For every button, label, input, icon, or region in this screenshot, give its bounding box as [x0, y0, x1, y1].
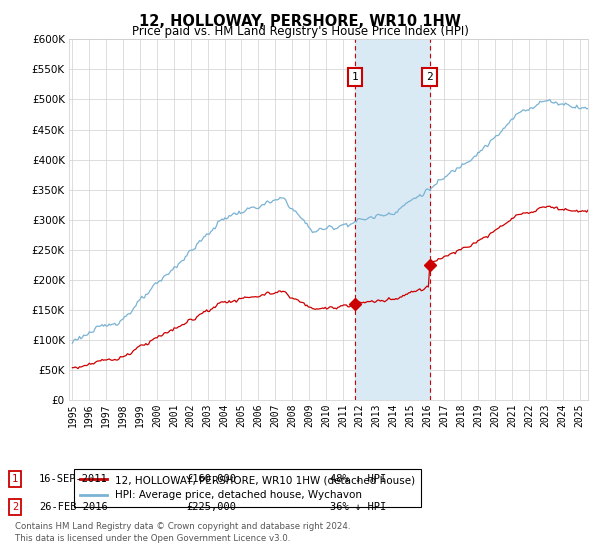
- Text: Contains HM Land Registry data © Crown copyright and database right 2024.
This d: Contains HM Land Registry data © Crown c…: [15, 522, 350, 543]
- Text: 1: 1: [352, 72, 358, 82]
- Text: 12, HOLLOWAY, PERSHORE, WR10 1HW: 12, HOLLOWAY, PERSHORE, WR10 1HW: [139, 14, 461, 29]
- Text: 26-FEB-2016: 26-FEB-2016: [39, 502, 108, 512]
- Text: Price paid vs. HM Land Registry's House Price Index (HPI): Price paid vs. HM Land Registry's House …: [131, 25, 469, 38]
- Text: £160,000: £160,000: [186, 474, 236, 484]
- Text: £225,000: £225,000: [186, 502, 236, 512]
- Legend: 12, HOLLOWAY, PERSHORE, WR10 1HW (detached house), HPI: Average price, detached : 12, HOLLOWAY, PERSHORE, WR10 1HW (detach…: [74, 469, 421, 507]
- Text: 36% ↓ HPI: 36% ↓ HPI: [330, 502, 386, 512]
- Text: 16-SEP-2011: 16-SEP-2011: [39, 474, 108, 484]
- Text: 2: 2: [12, 502, 18, 512]
- Text: 2: 2: [426, 72, 433, 82]
- Text: 1: 1: [12, 474, 18, 484]
- Bar: [355, 39, 430, 400]
- Text: 48% ↓ HPI: 48% ↓ HPI: [330, 474, 386, 484]
